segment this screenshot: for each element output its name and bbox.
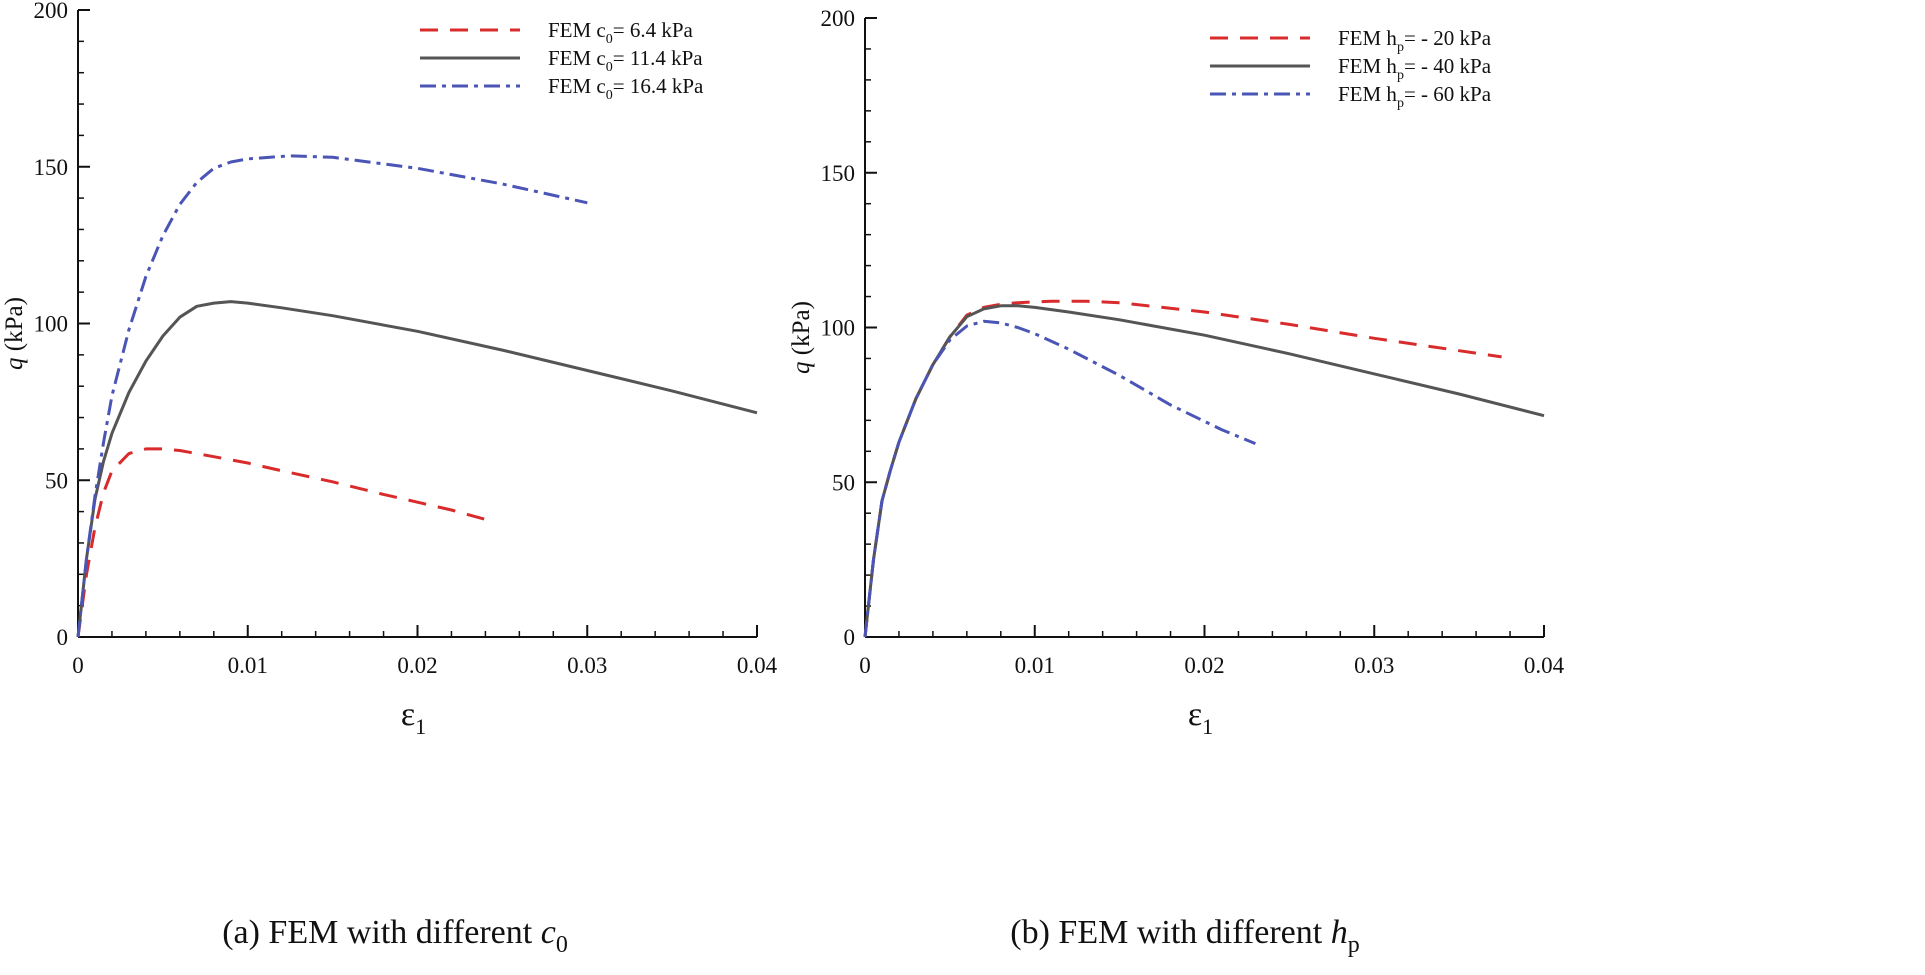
x-tick-label: 0.03 [1354, 653, 1394, 678]
y-tick-label: 150 [34, 155, 69, 180]
legend-label: FEM c0= 16.4 kPa [548, 74, 704, 103]
series-line-dashed [863, 299, 1502, 638]
y-tick-label: 200 [34, 0, 69, 23]
series-line-dashdot [76, 154, 588, 638]
y-tick-label: 150 [821, 161, 856, 186]
x-tick-label: 0.04 [1524, 653, 1565, 678]
y-axis-label: q (kPa) [1, 297, 28, 370]
x-tick-label: 0.01 [228, 653, 268, 678]
series-line-solid [863, 304, 1545, 638]
panel-a: 0 50 100 150 200 0 0.01 0.02 0.03 0.04 FEM c0= 6.4… [1, 0, 778, 958]
legend-label: FEM c0= 6.4 kPa [548, 18, 694, 47]
series-line-solid [76, 300, 758, 638]
x-tick-label: 0.03 [567, 653, 607, 678]
panel-b: 0 50 100 150 200 0 0.01 0.02 0.03 0.04 FEM hp= - 2… [788, 6, 1565, 958]
x-tick-label: 0 [859, 653, 871, 678]
y-tick-label: 0 [844, 625, 856, 650]
legend-label: FEM c0= 11.4 kPa [548, 46, 703, 75]
y-axis-label: q (kPa) [788, 301, 815, 374]
x-tick-label: 0.04 [737, 653, 778, 678]
x-axis-label: ε1 [401, 696, 426, 739]
y-tick-label: 200 [821, 6, 856, 31]
series-line-dashdot [863, 319, 1256, 638]
y-tick-label: 100 [821, 316, 856, 341]
y-tick-label: 0 [57, 625, 69, 650]
x-axis-label: ε1 [1188, 696, 1213, 739]
panel-caption: (a) FEM with different c0 [222, 914, 568, 958]
series-line-dashed [76, 447, 486, 638]
x-tick-label: 0.01 [1015, 653, 1055, 678]
x-tick-label: 0.02 [1184, 653, 1224, 678]
legend-label: FEM hp= - 60 kPa [1338, 82, 1492, 111]
y-tick-label: 50 [832, 470, 855, 495]
x-tick-label: 0 [72, 653, 84, 678]
y-tick-label: 50 [45, 468, 68, 493]
panel-caption: (b) FEM with different hp [1010, 914, 1359, 958]
legend-label: FEM hp= - 40 kPa [1338, 54, 1492, 83]
legend-label: FEM hp= - 20 kPa [1338, 26, 1492, 55]
x-tick-label: 0.02 [397, 653, 437, 678]
y-tick-label: 100 [34, 312, 69, 337]
